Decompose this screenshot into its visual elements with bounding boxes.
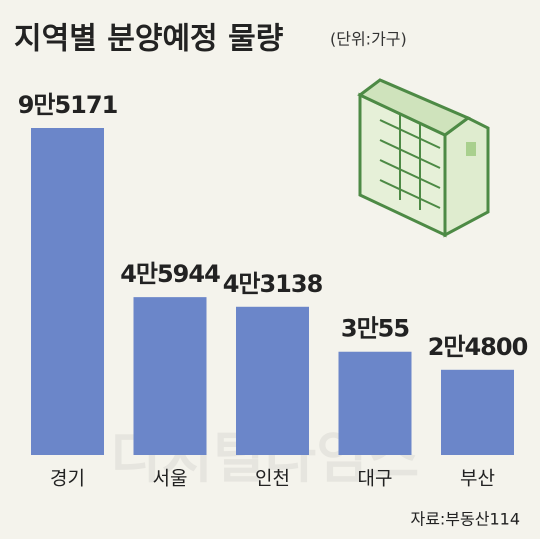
- x-tick-label: 경기: [50, 468, 85, 490]
- bar: [133, 297, 207, 455]
- bar: [441, 369, 514, 455]
- source: 자료:부동산114: [410, 510, 520, 529]
- x-tick-label: 서울: [153, 468, 188, 490]
- value-label: 3만55: [341, 315, 409, 343]
- bar: [236, 306, 309, 455]
- value-label: 4만3138: [223, 270, 323, 298]
- x-tick-label: 대구: [358, 468, 393, 490]
- value-label: 4만5944: [120, 260, 220, 288]
- bar: [31, 128, 104, 455]
- building-icon: [357, 78, 490, 238]
- x-tick-label: 인천: [255, 468, 290, 490]
- chart-title: 지역별 분양예정 물량: [14, 22, 284, 57]
- value-label: 9만5171: [18, 91, 118, 119]
- bar: [338, 351, 412, 455]
- x-tick-label: 부산: [460, 468, 495, 490]
- chart-subtitle: (단위:가구): [330, 30, 407, 49]
- value-label: 2만4800: [428, 333, 528, 361]
